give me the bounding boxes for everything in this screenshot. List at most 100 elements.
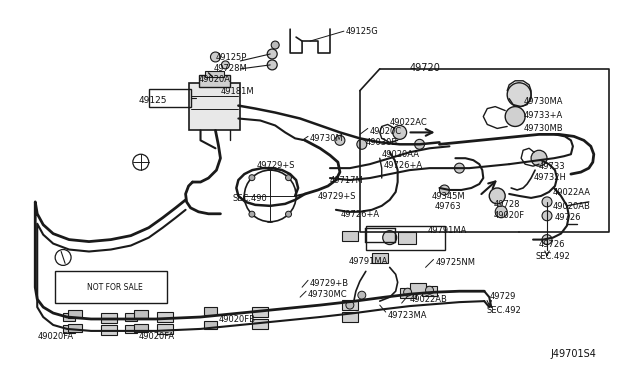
- Text: 49125: 49125: [139, 96, 167, 105]
- Bar: [204, 321, 218, 329]
- Bar: [157, 324, 173, 334]
- Circle shape: [335, 135, 345, 145]
- Circle shape: [268, 49, 277, 59]
- Text: 49726: 49726: [555, 213, 582, 222]
- Circle shape: [415, 140, 424, 149]
- Circle shape: [507, 83, 531, 107]
- Bar: [397, 232, 415, 244]
- Circle shape: [211, 52, 220, 62]
- Text: 49022AB: 49022AB: [410, 295, 447, 304]
- Circle shape: [249, 175, 255, 181]
- Text: 49020AA: 49020AA: [381, 150, 420, 159]
- Text: NOT FOR SALE: NOT FOR SALE: [87, 283, 143, 292]
- Bar: [410, 283, 426, 293]
- Text: 49020FA: 49020FA: [139, 332, 175, 341]
- Bar: [55, 271, 166, 303]
- Circle shape: [271, 41, 279, 49]
- Text: 49020AB: 49020AB: [553, 202, 591, 211]
- Bar: [134, 324, 148, 332]
- Text: 49723MA: 49723MA: [388, 311, 428, 320]
- Circle shape: [249, 211, 255, 217]
- Circle shape: [358, 291, 366, 299]
- Text: 49729+S: 49729+S: [318, 192, 356, 201]
- Bar: [204, 307, 218, 315]
- Circle shape: [495, 206, 507, 218]
- Circle shape: [542, 197, 552, 207]
- Text: 49125P: 49125P: [216, 53, 247, 62]
- Bar: [342, 231, 358, 241]
- Text: 49720: 49720: [410, 63, 440, 73]
- Bar: [252, 319, 268, 329]
- Text: 49030B: 49030B: [366, 138, 398, 147]
- Circle shape: [440, 185, 449, 195]
- Text: 49020FA: 49020FA: [37, 332, 74, 341]
- Text: SEC.490: SEC.490: [232, 194, 267, 203]
- Bar: [342, 300, 358, 310]
- Circle shape: [542, 211, 552, 221]
- Text: 49729+S: 49729+S: [256, 161, 295, 170]
- Text: 49730MB: 49730MB: [524, 125, 564, 134]
- Circle shape: [505, 107, 525, 126]
- Circle shape: [426, 286, 433, 294]
- Text: 49725NM: 49725NM: [435, 259, 476, 267]
- Text: 49791MA: 49791MA: [349, 257, 388, 266]
- Bar: [125, 325, 137, 333]
- Circle shape: [357, 140, 367, 149]
- Text: J49701S4: J49701S4: [551, 349, 596, 359]
- Bar: [252, 307, 268, 317]
- Text: 49733+A: 49733+A: [524, 110, 563, 119]
- Text: 49022AA: 49022AA: [553, 188, 591, 197]
- Text: 49020A: 49020A: [198, 75, 230, 84]
- Circle shape: [489, 188, 505, 204]
- Circle shape: [346, 301, 354, 309]
- Bar: [372, 253, 388, 263]
- Bar: [134, 310, 148, 318]
- Text: 49181M: 49181M: [220, 87, 254, 96]
- Circle shape: [531, 150, 547, 166]
- Text: 49791MA: 49791MA: [428, 226, 467, 235]
- Text: 49763: 49763: [435, 202, 461, 211]
- Bar: [68, 310, 82, 318]
- Bar: [189, 83, 241, 131]
- Circle shape: [221, 61, 229, 69]
- Text: SEC.492: SEC.492: [535, 251, 570, 260]
- Text: 49726: 49726: [539, 240, 566, 248]
- Bar: [63, 325, 75, 333]
- Bar: [422, 286, 438, 296]
- Circle shape: [285, 211, 291, 217]
- Circle shape: [268, 60, 277, 70]
- Text: SEC.492: SEC.492: [486, 306, 521, 315]
- Text: 49728: 49728: [493, 200, 520, 209]
- Bar: [342, 312, 358, 322]
- Text: 49345M: 49345M: [431, 192, 465, 201]
- Bar: [399, 288, 415, 298]
- Text: 49730MA: 49730MA: [524, 97, 564, 106]
- Circle shape: [383, 231, 397, 244]
- Text: 49726+A: 49726+A: [384, 161, 423, 170]
- Bar: [101, 313, 117, 323]
- Bar: [101, 325, 117, 335]
- Text: 49020C: 49020C: [370, 128, 402, 137]
- Circle shape: [454, 163, 465, 173]
- Circle shape: [542, 235, 552, 244]
- Bar: [157, 312, 173, 322]
- Text: 49726+A: 49726+A: [341, 210, 380, 219]
- Bar: [68, 324, 82, 332]
- Bar: [205, 71, 225, 77]
- Text: 49730M: 49730M: [310, 134, 344, 143]
- Text: 49717M: 49717M: [330, 176, 364, 185]
- Text: 49733: 49733: [539, 162, 566, 171]
- Bar: [125, 313, 137, 321]
- Text: 49020FB: 49020FB: [218, 315, 255, 324]
- Text: 49729+B: 49729+B: [310, 279, 349, 288]
- Text: 49728M: 49728M: [214, 64, 247, 73]
- Text: 49729: 49729: [489, 292, 516, 301]
- Circle shape: [393, 125, 406, 140]
- Bar: [63, 313, 75, 321]
- Circle shape: [285, 175, 291, 181]
- Bar: [366, 226, 445, 250]
- Bar: [198, 75, 230, 87]
- Circle shape: [404, 288, 412, 296]
- Text: 49732H: 49732H: [534, 173, 567, 182]
- Bar: [148, 89, 191, 107]
